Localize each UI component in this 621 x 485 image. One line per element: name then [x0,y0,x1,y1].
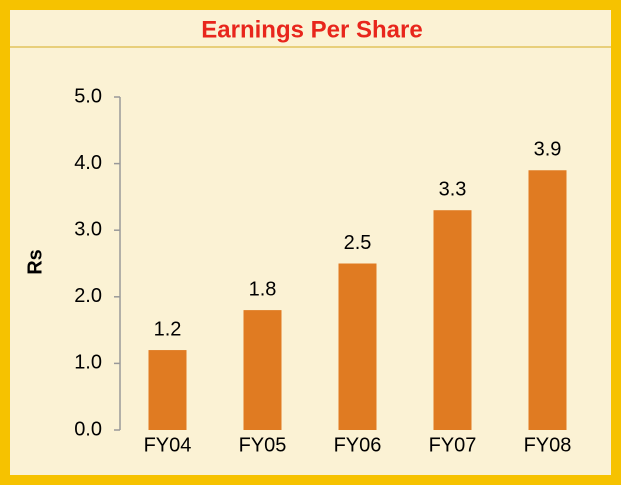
y-tick-label: 1.0 [74,352,102,374]
x-tick-label: FY07 [429,434,477,456]
y-tick-label: 5.0 [74,85,102,107]
y-tick-label: 2.0 [74,285,102,307]
y-tick-label: 0.0 [74,418,102,440]
y-tick-label: 4.0 [74,152,102,174]
x-tick-label: FY08 [524,434,572,456]
value-label: 3.9 [534,139,562,161]
chart-title: Earnings Per Share [201,16,422,43]
y-tick-label: 3.0 [74,218,102,240]
bar [338,263,377,430]
value-label: 3.3 [439,179,467,201]
x-tick-label: FY04 [144,434,192,456]
y-axis-label: Rs [24,249,46,275]
value-label: 1.8 [249,278,277,300]
bar [243,310,282,430]
x-tick-label: FY05 [239,434,287,456]
bar [433,210,472,430]
panel [10,10,611,475]
value-label: 2.5 [344,232,372,254]
bar [148,350,187,430]
value-label: 1.2 [154,318,182,340]
bar [528,170,567,430]
x-tick-label: FY06 [334,434,382,456]
